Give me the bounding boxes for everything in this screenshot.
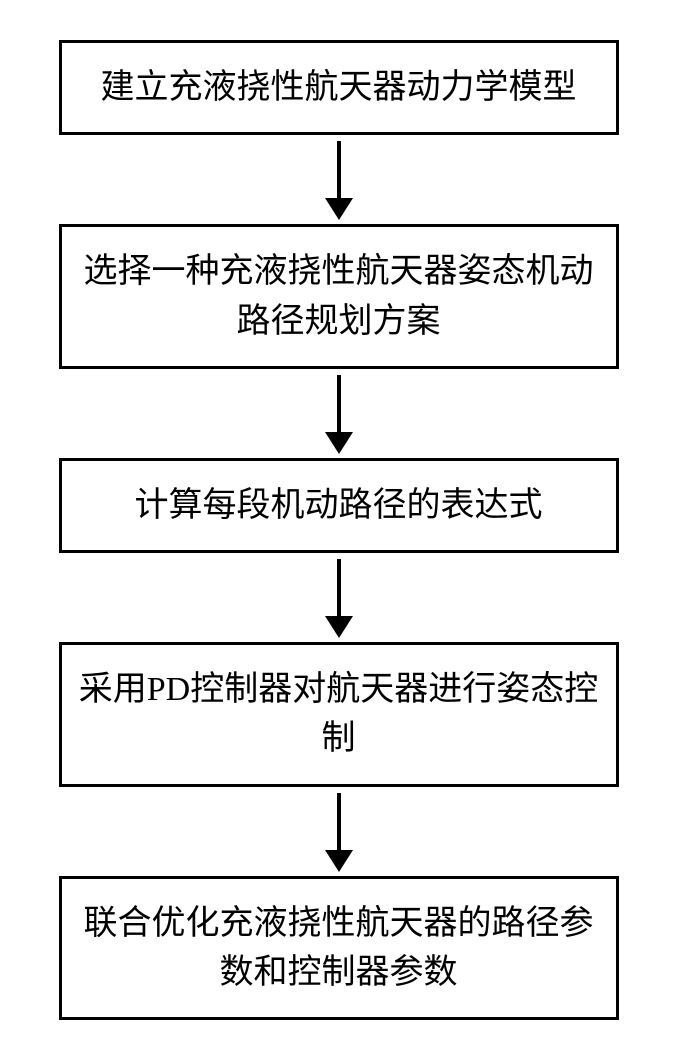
arrow-shaft bbox=[337, 141, 341, 199]
arrow-shaft bbox=[337, 375, 341, 433]
flowchart-container: 建立充液挠性航天器动力学模型 选择一种充液挠性航天器姿态机动路径规划方案 计算每… bbox=[0, 0, 677, 1060]
flow-step-2: 选择一种充液挠性航天器姿态机动路径规划方案 bbox=[59, 224, 619, 369]
arrow-head-icon bbox=[325, 198, 353, 220]
arrow-head-icon bbox=[325, 432, 353, 454]
flow-step-5-label: 联合优化充液挠性航天器的路径参数和控制器参数 bbox=[84, 905, 594, 991]
flow-step-1: 建立充液挠性航天器动力学模型 bbox=[59, 40, 619, 135]
arrow-head-icon bbox=[325, 616, 353, 638]
arrow-head-icon bbox=[325, 850, 353, 872]
flow-arrow-1 bbox=[325, 141, 353, 220]
flow-step-5: 联合优化充液挠性航天器的路径参数和控制器参数 bbox=[59, 876, 619, 1021]
arrow-shaft bbox=[337, 559, 341, 617]
flow-arrow-4 bbox=[325, 793, 353, 872]
arrow-shaft bbox=[337, 793, 341, 851]
flow-step-4: 采用PD控制器对航天器进行姿态控制 bbox=[59, 642, 619, 787]
flow-step-4-label: 采用PD控制器对航天器进行姿态控制 bbox=[79, 671, 598, 757]
flow-step-2-label: 选择一种充液挠性航天器姿态机动路径规划方案 bbox=[84, 253, 594, 339]
flow-step-3-label: 计算每段机动路径的表达式 bbox=[135, 487, 543, 524]
flow-step-3: 计算每段机动路径的表达式 bbox=[59, 458, 619, 553]
flow-arrow-2 bbox=[325, 375, 353, 454]
flow-step-1-label: 建立充液挠性航天器动力学模型 bbox=[101, 69, 577, 106]
flow-arrow-3 bbox=[325, 559, 353, 638]
